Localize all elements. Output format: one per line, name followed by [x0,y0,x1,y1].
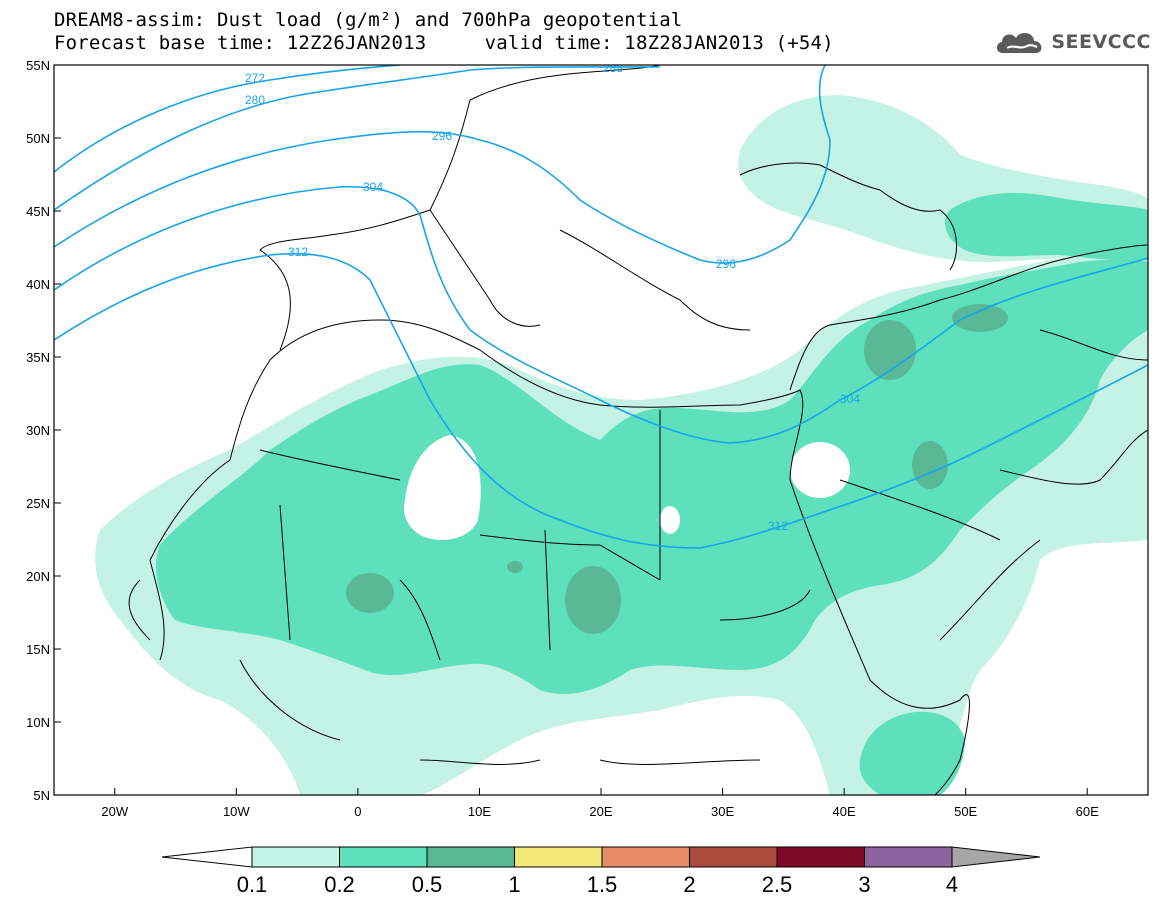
lat-tick-label: 5N [33,788,50,803]
contour-label: 312 [768,519,788,533]
colorbar-segment [514,846,603,868]
contour-label: 296 [432,129,452,143]
lon-tick-label: 0 [354,804,361,819]
colorbar-under-triangle [161,846,253,868]
latitude-axis: 5N 10N 15N 20N 25N 30N 35N 40N 45N 50N 55N [26,58,61,803]
colorbar-segment [426,846,515,868]
lon-tick-label: 60E [1076,804,1099,819]
coastlines [128,65,1148,795]
contour-labels: 272 280 288 296 304 312 296 304 312 [245,61,860,533]
colorbar-label: 0.2 [324,872,355,897]
colorbar-segment [776,846,865,868]
lat-tick-label: 20N [26,569,50,584]
lon-tick-label: 20W [101,804,128,819]
lon-tick-label: 20E [589,804,612,819]
colorbar-svg [161,846,1041,868]
colorbar-label: 0.5 [411,872,443,897]
colorbar-segment [689,846,778,868]
logo-text: SEEVCCC [1051,31,1151,53]
contour-label: 296 [716,257,736,271]
colorbar-label: 2 [683,872,696,897]
geopotential-contours [54,65,1148,549]
lat-tick-label: 10N [26,715,50,730]
lat-tick-label: 45N [26,204,50,219]
lat-tick-label: 55N [26,58,50,73]
lon-tick-label: 10E [468,804,491,819]
colorbar-label: 1 [508,872,521,897]
lat-tick-label: 15N [26,642,50,657]
lon-tick-label: 40E [833,804,856,819]
dust-free-areas [403,435,850,540]
colorbar-label: 0.1 [236,872,268,897]
contour-label: 280 [245,93,265,107]
colorbar-label: 2.5 [761,872,793,897]
lon-tick-label: 10W [223,804,250,819]
contour-label: 304 [363,180,383,194]
lat-tick-label: 25N [26,496,50,511]
contour-label: 304 [840,392,860,406]
contour-label: 288 [603,61,623,75]
contour-label: 272 [245,71,265,85]
colorbar-label: 3 [858,872,871,897]
colorbar-label: 4 [945,872,959,897]
colorbar-segment [864,846,953,868]
seevccc-logo: SEEVCCC [993,24,1151,60]
colorbar-over-triangle [951,846,1041,868]
colorbar-label: 1.5 [586,872,618,897]
lon-tick-label: 30E [711,804,734,819]
longitude-axis: 20W 10W 0 10E 20E 30E 40E 50E 60E [101,788,1099,819]
cloud-logo-icon [997,32,1042,53]
map-title-line-1: DREAM8-assim: Dust load (g/m²) and 700hP… [54,9,683,31]
lat-tick-label: 50N [26,131,50,146]
map-title-line-2: Forecast base time: 12Z26JAN2013 valid t… [54,32,834,54]
lat-tick-label: 30N [26,423,50,438]
lon-tick-label: 50E [954,804,977,819]
colorbar-segment [339,846,428,868]
lat-tick-label: 35N [26,350,50,365]
colorbar-segment [251,846,340,868]
colorbar [160,842,1041,879]
lat-tick-label: 40N [26,277,50,292]
contour-label: 312 [288,245,308,259]
colorbar-segment [601,846,690,868]
